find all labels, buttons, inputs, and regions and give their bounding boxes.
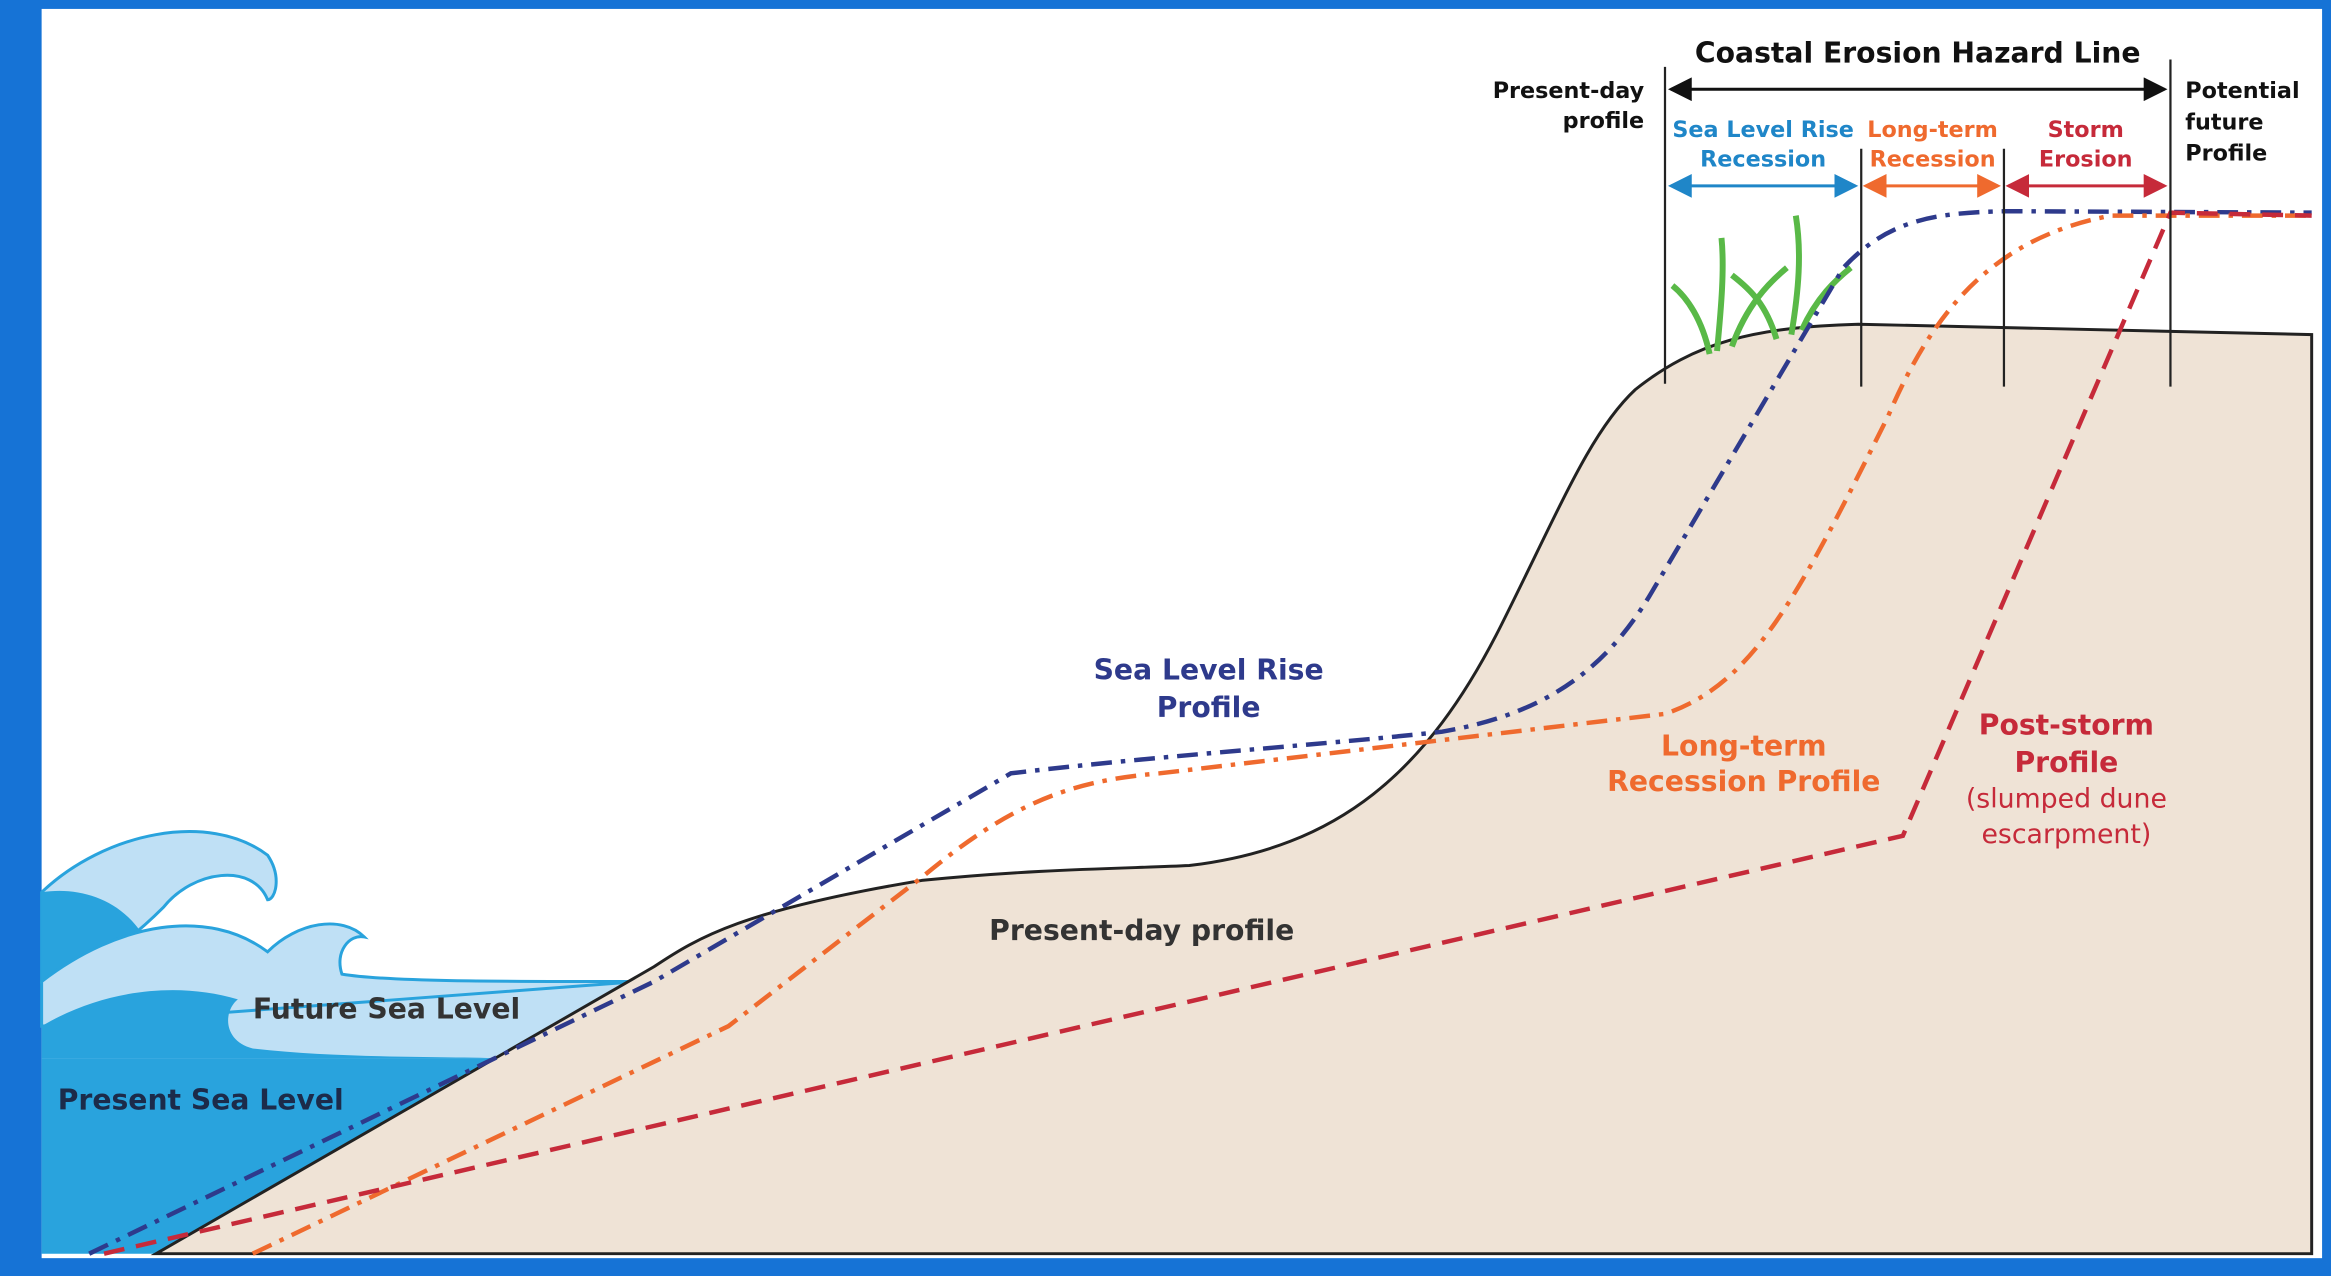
post-storm-profile-line (103, 210, 2312, 1256)
label: Storm Erosion (2039, 117, 2133, 173)
label: Present-day profile (989, 914, 1294, 947)
grass (1670, 215, 1853, 355)
text-line: (slumped dune (1966, 784, 2167, 815)
text-line: future (2185, 109, 2263, 135)
slr-profile-line (88, 208, 2312, 1256)
text-line: Recession (1700, 147, 1826, 173)
label: Future Sea Level (253, 993, 520, 1026)
markers (1663, 59, 2172, 387)
text-line: Potential (2185, 78, 2299, 104)
text-line: Erosion (2039, 147, 2133, 173)
text-line: escarpment) (1981, 819, 2151, 850)
land-profile (150, 322, 2314, 1256)
text-line: Profile (1157, 691, 1261, 724)
label: Potential future Profile (2185, 78, 2299, 166)
label: (slumped dune escarpment) (1966, 784, 2167, 851)
text-line: Sea Level Rise (1094, 654, 1324, 687)
label: Present Sea Level (58, 1083, 344, 1116)
text-line: Recession Profile (1607, 765, 1880, 798)
present-sea (41, 1058, 521, 1254)
label: Present-day profile (1493, 78, 1645, 134)
text-line: Profile (2014, 746, 2118, 779)
text-line: Sea Level Rise (1672, 117, 1854, 143)
wave (41, 990, 521, 1059)
text-line: Long-term (1661, 729, 1826, 762)
text-line: Recession (1870, 147, 1996, 173)
text-line: Present-day (1493, 78, 1645, 104)
label: Post-storm Profile (1979, 709, 2154, 779)
text-line: Long-term (1867, 117, 1998, 143)
text-line: Storm (2048, 117, 2124, 143)
wave (41, 890, 157, 982)
label: Sea Level Rise Recession (1672, 117, 1854, 173)
label: Long-term Recession Profile (1607, 729, 1880, 798)
title: Coastal Erosion Hazard Line (1695, 36, 2141, 69)
text-line: Profile (2185, 141, 2267, 167)
text-line: profile (1563, 108, 1645, 134)
long-term-profile-line (251, 213, 2312, 1256)
text-line: Post-storm (1979, 709, 2154, 742)
label: Sea Level Rise Profile (1094, 654, 1324, 724)
label: Long-term Recession (1867, 117, 1998, 173)
